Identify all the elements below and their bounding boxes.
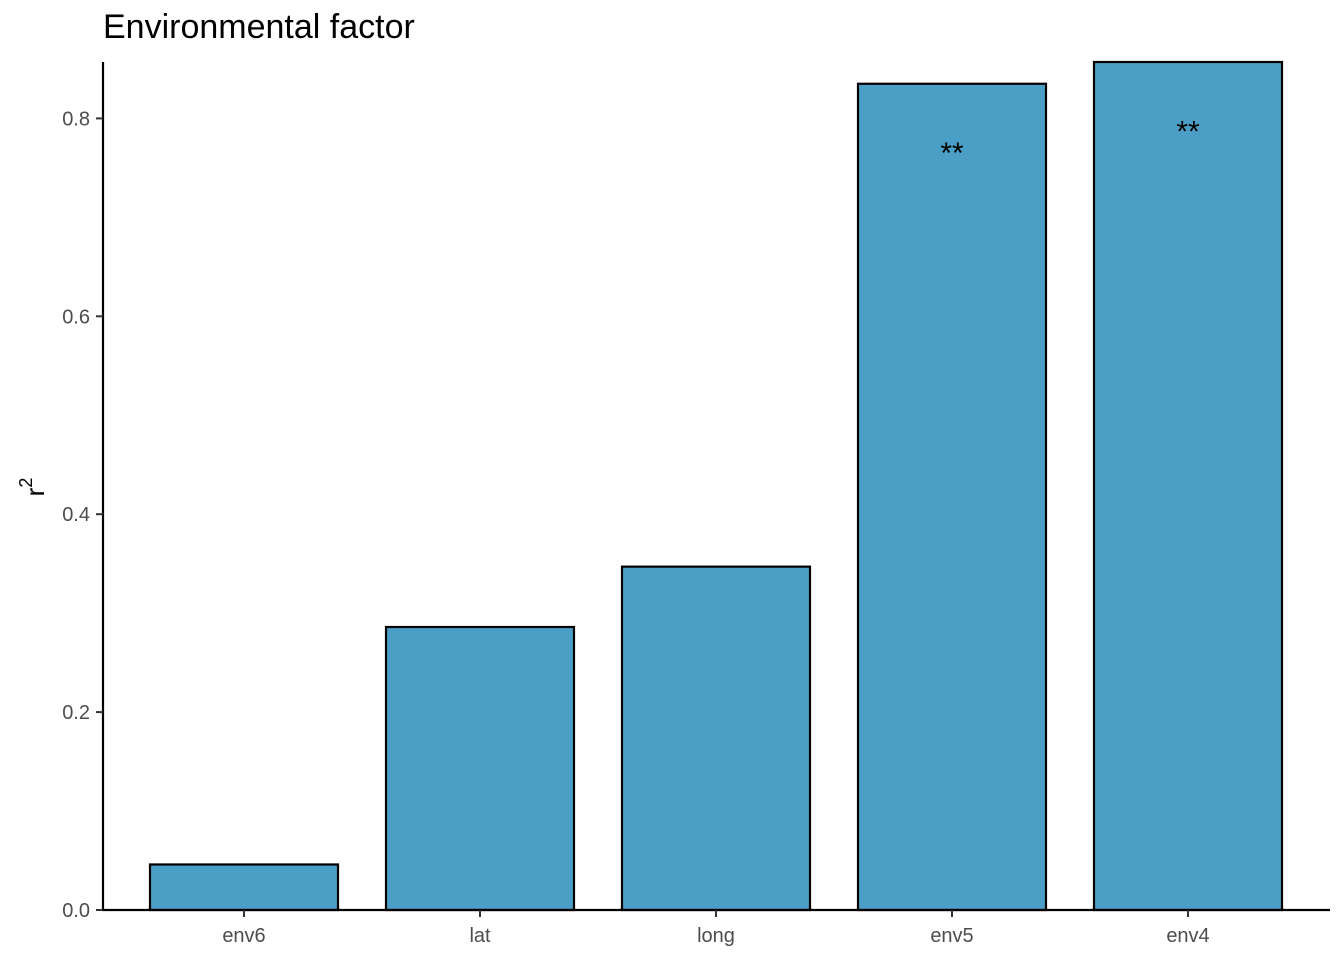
chart-title: Environmental factor	[103, 8, 415, 46]
y-tick-label: 0.8	[62, 108, 90, 130]
annotations-group: ** **	[940, 115, 1200, 170]
bar-env4	[1092, 60, 1284, 912]
y-axis-label: r2	[16, 478, 50, 497]
x-tick-label-lat: lat	[469, 925, 491, 947]
x-tick-label-long: long	[697, 925, 735, 947]
y-tick-label: 0.2	[62, 702, 90, 724]
bar-env5	[856, 82, 1048, 912]
x-ticks-group: env6 lat long env5 env4	[222, 910, 1210, 947]
y-axis-label-superscript: 2	[16, 478, 36, 488]
y-ticks-group: 0.0 0.2 0.4 0.6 0.8	[62, 108, 103, 922]
y-tick-label: 0.0	[62, 900, 90, 922]
x-tick-label-env5: env5	[930, 925, 973, 947]
x-tick-label-env6: env6	[222, 925, 265, 947]
bar-long	[620, 565, 812, 912]
y-tick-label: 0.4	[62, 504, 90, 526]
bar-annotation-env4: **	[1176, 115, 1200, 148]
x-tick-label-env4: env4	[1166, 925, 1209, 947]
bar-annotation-env5: **	[940, 137, 964, 170]
y-axis-label-text: r	[20, 487, 50, 496]
bars-group	[148, 60, 1284, 912]
bar-env6	[148, 863, 340, 912]
y-tick-label: 0.6	[62, 306, 90, 328]
bar-lat	[384, 625, 576, 912]
